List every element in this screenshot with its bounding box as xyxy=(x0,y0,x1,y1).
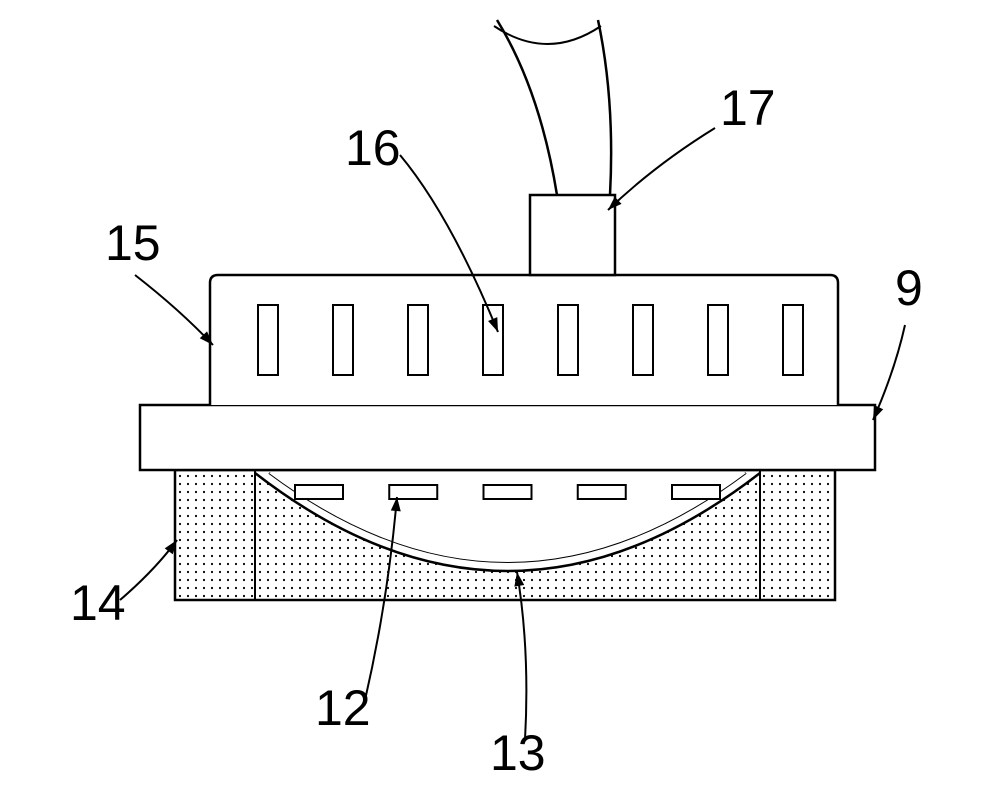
pipe-17-right xyxy=(598,20,611,195)
vent-slot-16 xyxy=(558,305,578,375)
led-slot-12 xyxy=(295,485,343,499)
label-16: 16 xyxy=(345,120,401,176)
label-12: 12 xyxy=(315,680,371,736)
pipe-17-left xyxy=(497,20,557,195)
vent-slot-16 xyxy=(783,305,803,375)
led-slot-12 xyxy=(389,485,437,499)
housing-15 xyxy=(210,275,838,405)
plate-9 xyxy=(140,405,875,470)
vent-slot-16 xyxy=(408,305,428,375)
vent-slot-16 xyxy=(633,305,653,375)
label-9: 9 xyxy=(895,260,923,316)
led-slot-12 xyxy=(672,485,720,499)
vent-slot-16 xyxy=(483,305,503,375)
connector-block xyxy=(530,195,615,275)
leader-9 xyxy=(873,325,905,420)
leader-17 xyxy=(608,128,715,210)
label-14: 14 xyxy=(70,575,126,631)
led-slot-12 xyxy=(484,485,532,499)
label-17: 17 xyxy=(720,80,776,136)
leader-15 xyxy=(135,275,213,345)
vent-slot-16 xyxy=(258,305,278,375)
label-13: 13 xyxy=(490,725,546,781)
led-slot-12 xyxy=(578,485,626,499)
label-15: 15 xyxy=(105,215,161,271)
vent-slot-16 xyxy=(708,305,728,375)
vent-slot-16 xyxy=(333,305,353,375)
